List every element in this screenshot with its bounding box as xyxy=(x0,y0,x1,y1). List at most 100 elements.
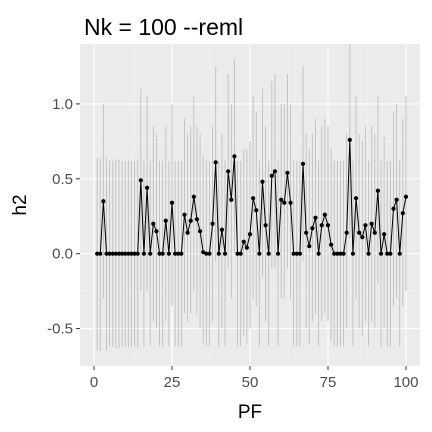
data-point xyxy=(129,251,134,256)
data-point xyxy=(123,251,128,256)
data-point xyxy=(332,251,337,256)
data-point xyxy=(307,244,312,249)
data-point xyxy=(254,208,259,213)
data-point xyxy=(126,251,131,256)
data-point xyxy=(222,251,228,256)
data-point xyxy=(378,251,384,256)
data-point xyxy=(241,239,246,244)
data-point xyxy=(366,251,371,256)
data-point xyxy=(107,251,112,256)
data-point xyxy=(148,251,153,256)
data-point xyxy=(160,251,165,256)
data-point xyxy=(310,226,315,231)
data-point xyxy=(101,199,106,204)
y-tick-label: 0.0 xyxy=(52,246,73,263)
data-point xyxy=(188,218,193,223)
data-point xyxy=(294,251,299,256)
data-point xyxy=(201,250,206,255)
data-point xyxy=(347,137,352,142)
data-point xyxy=(104,251,109,256)
data-point xyxy=(257,251,262,256)
data-point xyxy=(157,251,162,256)
data-point xyxy=(226,169,231,174)
x-tick-label: 25 xyxy=(164,374,181,391)
chart-title: Nk = 100 --reml xyxy=(84,14,243,40)
data-point xyxy=(316,251,321,256)
data-point xyxy=(300,161,306,166)
data-point xyxy=(207,251,212,256)
data-point xyxy=(269,173,274,178)
data-point xyxy=(247,232,253,237)
data-point xyxy=(179,251,184,256)
data-point xyxy=(391,206,396,211)
data-point xyxy=(132,251,137,256)
data-point xyxy=(116,251,122,256)
data-point xyxy=(372,230,377,235)
data-point xyxy=(144,185,150,190)
data-point xyxy=(350,251,356,256)
data-point xyxy=(113,251,118,256)
data-point xyxy=(169,200,175,205)
data-point xyxy=(400,211,405,216)
data-point xyxy=(353,196,359,201)
data-point xyxy=(154,229,159,234)
data-point xyxy=(319,223,324,228)
y-tick-label: 1.0 xyxy=(52,96,73,113)
data-point xyxy=(325,223,331,228)
data-point xyxy=(98,251,103,256)
data-point xyxy=(229,197,234,202)
data-point xyxy=(291,251,296,256)
y-axis: -0.5 0.0 0.5 1.0 xyxy=(47,96,80,338)
data-point xyxy=(297,251,303,256)
data-point xyxy=(329,242,334,247)
data-point xyxy=(397,251,402,256)
series-line xyxy=(97,139,407,255)
data-point xyxy=(335,251,340,256)
data-point xyxy=(210,221,215,226)
data-point xyxy=(394,197,399,202)
x-axis-title: PF xyxy=(238,402,262,423)
data-point xyxy=(403,194,409,199)
data-point xyxy=(173,251,178,256)
data-point xyxy=(360,235,365,240)
data-point xyxy=(138,178,143,183)
data-point xyxy=(251,196,256,201)
data-point xyxy=(357,230,362,235)
data-points xyxy=(95,137,409,256)
x-tick-label: 75 xyxy=(320,374,337,391)
data-point xyxy=(344,230,349,235)
data-point xyxy=(363,223,368,228)
data-point xyxy=(163,218,168,223)
data-point xyxy=(288,200,293,205)
data-point xyxy=(382,232,387,237)
data-point xyxy=(204,251,209,256)
data-point xyxy=(279,197,284,202)
data-point xyxy=(151,221,156,226)
data-point xyxy=(313,215,318,220)
x-tick-label: 50 xyxy=(242,374,259,391)
x-tick-label: 100 xyxy=(393,374,418,391)
data-point xyxy=(304,230,309,235)
data-point xyxy=(182,212,187,217)
data-point xyxy=(244,245,249,250)
data-point xyxy=(375,188,380,193)
data-point xyxy=(322,212,327,217)
data-point xyxy=(219,227,225,232)
data-point xyxy=(341,251,346,256)
data-point xyxy=(135,251,140,256)
data-point xyxy=(369,221,374,226)
x-tick-label: 0 xyxy=(90,374,98,391)
data-point xyxy=(235,251,240,256)
data-point xyxy=(185,230,190,235)
data-point xyxy=(260,179,265,184)
data-point xyxy=(213,160,218,165)
data-point xyxy=(263,223,268,228)
data-point xyxy=(238,251,243,256)
x-axis: 0 25 50 75 100 xyxy=(90,366,418,391)
data-point xyxy=(285,170,290,175)
data-point xyxy=(95,251,100,256)
data-point xyxy=(216,251,221,256)
data-point xyxy=(141,251,147,256)
data-point xyxy=(385,251,390,256)
